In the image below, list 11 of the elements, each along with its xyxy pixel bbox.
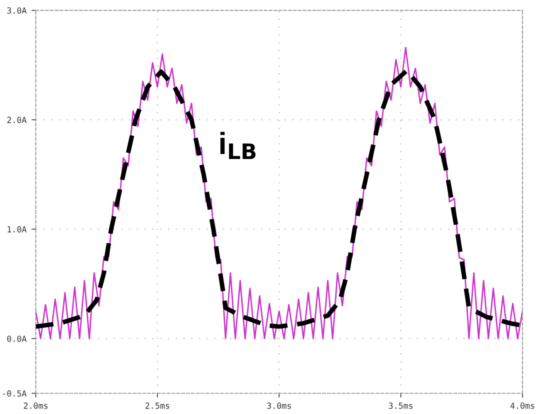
x-tick-label: 2.5ms bbox=[146, 402, 170, 409]
x-tick-label: 4.0ms bbox=[510, 402, 534, 409]
y-tick-label: 0.0A bbox=[7, 336, 27, 342]
x-tick-label: 3.0ms bbox=[267, 402, 291, 409]
y-tick-label: -0.5A bbox=[3, 390, 27, 397]
x-tick-label: 2.0ms bbox=[24, 402, 48, 409]
annotation: i$_{LB}$ bbox=[220, 132, 256, 160]
x-tick-label: 3.5ms bbox=[388, 402, 413, 409]
y-tick-label: 2.0A bbox=[7, 116, 27, 124]
y-tick-label: 3.0A bbox=[7, 7, 27, 14]
y-tick-label: 1.0A bbox=[8, 226, 27, 232]
